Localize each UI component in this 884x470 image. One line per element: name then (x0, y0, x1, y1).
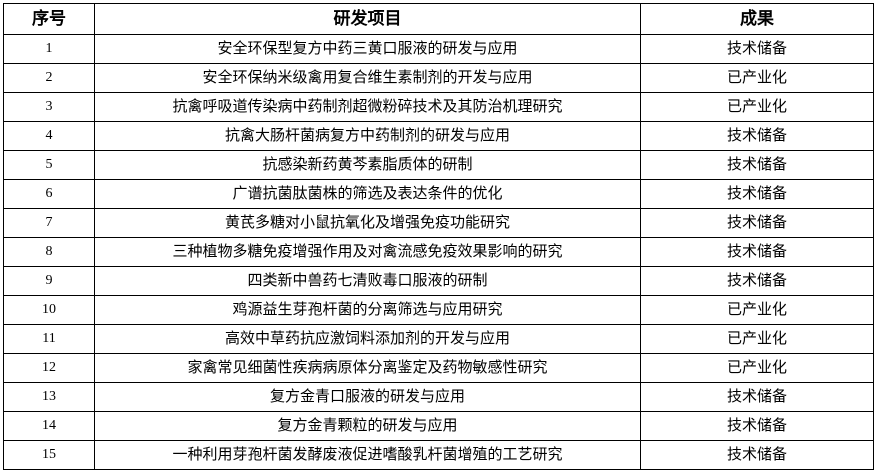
cell-result: 技术储备 (640, 440, 874, 470)
cell-project: 复方金青颗粒的研发与应用 (94, 411, 641, 441)
table-row: 12 家禽常见细菌性疾病病原体分离鉴定及药物敏感性研究 已产业化 (3, 353, 874, 383)
cell-project: 抗感染新药黄芩素脂质体的研制 (94, 150, 641, 180)
cell-seq: 14 (3, 411, 95, 441)
table-row: 5 抗感染新药黄芩素脂质体的研制 技术储备 (3, 150, 874, 180)
cell-project: 安全环保型复方中药三黄口服液的研发与应用 (94, 34, 641, 64)
cell-project: 鸡源益生芽孢杆菌的分离筛选与应用研究 (94, 295, 641, 325)
cell-seq: 3 (3, 92, 95, 122)
cell-project: 一种利用芽孢杆菌发酵废液促进嗜酸乳杆菌增殖的工艺研究 (94, 440, 641, 470)
cell-project: 高效中草药抗应激饲料添加剂的开发与应用 (94, 324, 641, 354)
cell-project: 安全环保纳米级禽用复合维生素制剂的开发与应用 (94, 63, 641, 93)
table-row: 11 高效中草药抗应激饲料添加剂的开发与应用 已产业化 (3, 324, 874, 354)
column-header-project: 研发项目 (94, 3, 641, 35)
table-row: 13 复方金青口服液的研发与应用 技术储备 (3, 382, 874, 412)
table-row: 9 四类新中兽药七清败毒口服液的研制 技术储备 (3, 266, 874, 296)
research-projects-table: 序号 研发项目 成果 1 安全环保型复方中药三黄口服液的研发与应用 技术储备 2… (3, 3, 874, 470)
cell-seq: 4 (3, 121, 95, 151)
table-row: 1 安全环保型复方中药三黄口服液的研发与应用 技术储备 (3, 34, 874, 64)
cell-result: 技术储备 (640, 121, 874, 151)
column-header-seq: 序号 (3, 3, 95, 35)
table-row: 4 抗禽大肠杆菌病复方中药制剂的研发与应用 技术储备 (3, 121, 874, 151)
table-row: 3 抗禽呼吸道传染病中药制剂超微粉碎技术及其防治机理研究 已产业化 (3, 92, 874, 122)
cell-seq: 15 (3, 440, 95, 470)
cell-seq: 9 (3, 266, 95, 296)
cell-result: 已产业化 (640, 63, 874, 93)
table-row: 10 鸡源益生芽孢杆菌的分离筛选与应用研究 已产业化 (3, 295, 874, 325)
cell-result: 技术储备 (640, 382, 874, 412)
cell-result: 已产业化 (640, 295, 874, 325)
cell-seq: 13 (3, 382, 95, 412)
cell-project: 广谱抗菌肽菌株的筛选及表达条件的优化 (94, 179, 641, 209)
cell-result: 技术储备 (640, 179, 874, 209)
table-row: 14 复方金青颗粒的研发与应用 技术储备 (3, 411, 874, 441)
cell-project: 抗禽大肠杆菌病复方中药制剂的研发与应用 (94, 121, 641, 151)
cell-seq: 6 (3, 179, 95, 209)
table-body: 1 安全环保型复方中药三黄口服液的研发与应用 技术储备 2 安全环保纳米级禽用复… (3, 34, 874, 470)
cell-project: 家禽常见细菌性疾病病原体分离鉴定及药物敏感性研究 (94, 353, 641, 383)
cell-project: 抗禽呼吸道传染病中药制剂超微粉碎技术及其防治机理研究 (94, 92, 641, 122)
cell-seq: 2 (3, 63, 95, 93)
cell-seq: 5 (3, 150, 95, 180)
cell-result: 技术储备 (640, 266, 874, 296)
cell-seq: 1 (3, 34, 95, 64)
cell-seq: 11 (3, 324, 95, 354)
cell-result: 已产业化 (640, 353, 874, 383)
cell-result: 技术储备 (640, 150, 874, 180)
cell-result: 已产业化 (640, 92, 874, 122)
cell-seq: 12 (3, 353, 95, 383)
cell-result: 技术储备 (640, 34, 874, 64)
cell-seq: 10 (3, 295, 95, 325)
cell-project: 黄芪多糖对小鼠抗氧化及增强免疫功能研究 (94, 208, 641, 238)
cell-result: 技术储备 (640, 411, 874, 441)
cell-project: 四类新中兽药七清败毒口服液的研制 (94, 266, 641, 296)
table-row: 6 广谱抗菌肽菌株的筛选及表达条件的优化 技术储备 (3, 179, 874, 209)
cell-result: 已产业化 (640, 324, 874, 354)
column-header-result: 成果 (640, 3, 874, 35)
cell-seq: 7 (3, 208, 95, 238)
cell-result: 技术储备 (640, 208, 874, 238)
table-header: 序号 研发项目 成果 (3, 3, 874, 35)
research-projects-table-container: 序号 研发项目 成果 1 安全环保型复方中药三黄口服液的研发与应用 技术储备 2… (3, 3, 874, 470)
table-row: 15 一种利用芽孢杆菌发酵废液促进嗜酸乳杆菌增殖的工艺研究 技术储备 (3, 440, 874, 470)
table-header-row: 序号 研发项目 成果 (3, 3, 874, 35)
cell-project: 三种植物多糖免疫增强作用及对禽流感免疫效果影响的研究 (94, 237, 641, 267)
table-row: 8 三种植物多糖免疫增强作用及对禽流感免疫效果影响的研究 技术储备 (3, 237, 874, 267)
table-row: 7 黄芪多糖对小鼠抗氧化及增强免疫功能研究 技术储备 (3, 208, 874, 238)
cell-seq: 8 (3, 237, 95, 267)
cell-result: 技术储备 (640, 237, 874, 267)
cell-project: 复方金青口服液的研发与应用 (94, 382, 641, 412)
table-row: 2 安全环保纳米级禽用复合维生素制剂的开发与应用 已产业化 (3, 63, 874, 93)
